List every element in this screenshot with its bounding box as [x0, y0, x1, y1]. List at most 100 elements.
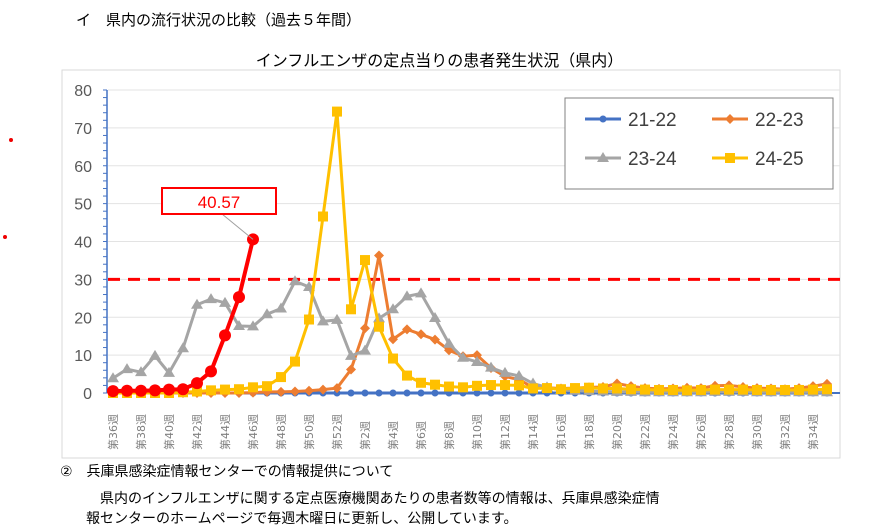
x-tick-label: 第34週: [806, 414, 820, 450]
series-24-25-point: [276, 372, 286, 383]
callout-leader: [221, 213, 254, 240]
series-23-24-point: [457, 351, 469, 362]
series-22-23-point: [360, 323, 370, 334]
series-24-25-point: [584, 382, 594, 393]
x-tick-label: 第16週: [554, 414, 568, 450]
series-24-25-point: [374, 321, 384, 332]
series-24-25-point: [780, 384, 790, 395]
x-tick-label: 第42週: [190, 414, 204, 450]
x-tick-label: 第4週: [386, 421, 400, 450]
series-23-24-point: [191, 298, 203, 309]
series-24-25-point: [430, 379, 440, 390]
series-22-23-point: [318, 384, 328, 395]
series-23-24-point: [149, 349, 161, 360]
x-tick-label: 第30週: [750, 414, 764, 450]
series-24-25-point: [752, 384, 762, 395]
legend-label: 22-23: [755, 110, 804, 131]
x-tick-label: 第38週: [134, 414, 148, 450]
series-25-26-point: [121, 384, 133, 397]
callout-box: [161, 187, 277, 215]
series-22-23-point: [346, 364, 356, 375]
section-2-title: ② 兵庫県感染症情報センターでの情報提供について: [60, 464, 394, 480]
paragraph-line-1: 県内のインフルエンザに関する定点医療機関あたりの患者数等の情報は、兵庫県感染症情: [100, 491, 660, 507]
series-23-24-point: [331, 313, 343, 324]
series-22-23-point: [402, 324, 412, 335]
series-24-25-line: [113, 111, 828, 395]
series-24-25-point: [766, 384, 776, 395]
x-tick-label: 第14週: [526, 414, 540, 450]
x-tick-label: 第8週: [442, 421, 456, 450]
series-25-26-point: [191, 377, 203, 390]
series-22-23-point: [388, 334, 398, 345]
series-23-24-point: [247, 320, 259, 331]
x-tick-label: 第46週: [246, 414, 260, 450]
x-tick-label: 第52週: [330, 414, 344, 450]
series-22-23-line: [113, 255, 828, 395]
series-24-25-point: [738, 384, 748, 395]
series-24-25-point: [332, 106, 342, 117]
series-23-24-point: [205, 293, 217, 304]
series-24-25-point: [206, 385, 216, 396]
x-tick-label: 第40週: [162, 414, 176, 450]
chart-frame: [61, 69, 841, 459]
y-tick-label: 60: [74, 159, 92, 176]
series-24-25-point: [402, 370, 412, 381]
series-23-24-point: [443, 337, 455, 348]
series-23-24-point: [177, 342, 189, 353]
series-23-24-point: [163, 366, 175, 377]
series-24-25-point: [612, 383, 622, 394]
series-24-25-point: [458, 382, 468, 393]
x-tick-label: 第2週: [358, 421, 372, 450]
series-22-23-point: [276, 386, 286, 397]
series-24-25-point: [794, 384, 804, 395]
series-24-25-point: [500, 380, 510, 391]
series-24-25-point: [654, 384, 664, 395]
x-tick-label: 第32週: [778, 414, 792, 450]
series-25-26-point: [177, 383, 189, 396]
series-23-24-point: [415, 287, 427, 298]
legend-marker: [725, 153, 735, 163]
series-23-24-point: [401, 290, 413, 301]
series-24-25-point: [248, 382, 258, 393]
series-24-25-point: [234, 384, 244, 395]
x-tick-label: 第6週: [414, 421, 428, 450]
series-21-22-point: [389, 389, 397, 397]
series-23-24-point: [261, 308, 273, 319]
y-tick-label: 40: [74, 235, 92, 252]
series-24-25-point: [542, 383, 552, 394]
series-24-25-point: [682, 385, 692, 396]
x-tick-label: 第26週: [694, 414, 708, 450]
series-24-25-point: [514, 380, 524, 391]
series-21-22-point: [501, 389, 509, 397]
series-22-23-point: [416, 329, 426, 340]
series-24-25-point: [472, 380, 482, 391]
series-21-22-point: [403, 389, 411, 397]
series-25-26-point: [219, 329, 231, 342]
series-25-26-point: [149, 384, 161, 397]
x-tick-label: 第20週: [610, 414, 624, 450]
legend-marker: [725, 114, 735, 124]
x-tick-label: 第10週: [470, 414, 484, 450]
series-21-22-point: [473, 389, 481, 397]
series-23-24-point: [359, 344, 371, 355]
series-24-25-point: [262, 381, 272, 392]
x-tick-label: 第24週: [666, 414, 680, 450]
legend-marker: [599, 115, 607, 123]
legend-box: [564, 97, 834, 190]
series-23-24-point: [107, 372, 119, 383]
series-23-24-point: [373, 312, 385, 323]
series-24-25-point: [710, 384, 720, 395]
series-25-26-point: [233, 291, 245, 304]
section-heading: イ 県内の流行状況の比較（過去５年間）: [76, 11, 362, 29]
series-24-25-point: [808, 384, 818, 395]
x-tick-label: 第44週: [218, 414, 232, 450]
series-25-26-point: [135, 384, 147, 397]
series-24-25-point: [528, 383, 538, 394]
stray-mark: [3, 235, 7, 239]
series-23-24-point: [345, 349, 357, 360]
series-25-26-point: [107, 385, 119, 398]
series-24-25-point: [444, 381, 454, 392]
series-24-25-point: [290, 356, 300, 367]
series-22-23-point: [472, 350, 482, 361]
